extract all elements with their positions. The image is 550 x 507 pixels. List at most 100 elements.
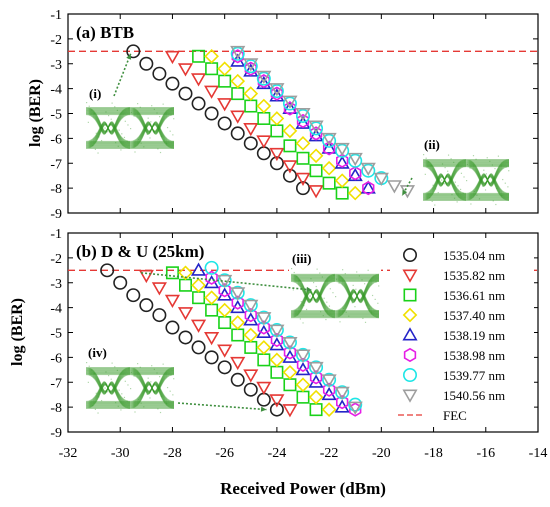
eye-trace [290,277,380,315]
legend-label: 1537.40 nm [443,308,505,323]
eye-trace [290,280,380,312]
eye-trace [85,111,175,145]
data-point-1535-04-nm [191,340,206,355]
eye-noise [447,154,450,156]
eye-trace [85,369,175,407]
data-point-1539-77-nm [309,121,324,136]
eye-trace [85,113,175,143]
eye-trace [85,370,175,406]
eye-trace [85,111,175,145]
eye-noise [472,155,475,157]
eye-noise [438,175,440,178]
eye-noise [95,392,97,394]
legend-label-fec: FEC [443,408,467,423]
data-point-1540-56-nm [308,361,324,376]
eye-noise [312,299,314,301]
data-point-1535-82-nm [256,135,272,149]
eye-noise [329,288,331,290]
eye-noise [444,167,446,169]
eye-noise [368,308,370,310]
data-point-1535-04-nm [217,116,232,131]
eye-trace [290,277,380,315]
eye-noise [166,403,168,405]
eye-noise [117,405,119,407]
eye-trace [85,370,175,406]
eye-noise [173,118,175,120]
data-point-1540-56-nm [282,95,298,109]
x-tick-label: -22 [320,446,339,461]
eye-noise [338,282,340,284]
eye-noise [378,285,380,287]
data-point-1537-40-nm [230,315,246,330]
eye-noise [92,145,94,147]
eye-noise [173,378,175,380]
eye-trace [422,166,510,194]
eye-noise [485,173,487,175]
data-point-1537-40-nm [308,389,324,405]
eye-noise [162,363,164,365]
eye-noise [450,158,452,160]
eye-trace [85,110,175,146]
y-tick-label: -8 [50,401,62,416]
data-point-1540-56-nm [360,162,376,177]
data-point-1537-40-nm [321,402,337,417]
eye-trace [85,373,175,403]
eye-noise [484,189,487,191]
eye-trace [290,277,380,315]
eye-noise [309,295,311,297]
data-point-1540-56-nm [282,336,298,351]
eye-noise [429,197,431,199]
eye-noise [130,371,133,374]
pointer-arrow [113,53,132,97]
data-point-1540-56-nm [386,180,402,194]
eye-noise [123,396,126,399]
eye-noise [111,362,113,364]
data-point-1540-56-nm [334,386,350,401]
eye-trace [290,275,380,317]
eye-noise [443,183,445,185]
eye-diagram-inset-i [84,100,176,156]
eye-noise [356,271,358,273]
eye-noise [159,151,162,154]
eye-trace [290,279,380,313]
eye-noise [342,269,344,271]
data-point-1537-40-nm [217,61,232,77]
eye-noise [371,312,373,314]
legend-marker [403,288,417,302]
eye-noise [345,311,347,313]
eye-noise [332,292,334,294]
legend-label: 1539.77 nm [443,368,505,383]
eye-noise [118,129,120,131]
eye-trace [85,110,175,146]
x-tick-label: -14 [529,446,548,461]
eye-trace [290,279,380,313]
data-point-1535-82-nm [190,319,207,333]
data-point-1535-04-nm [165,76,180,91]
legend-marker [402,367,417,382]
data-point-1539-77-nm [269,84,284,99]
data-point-1537-40-nm [243,86,259,101]
eye-noise [297,314,299,316]
data-point-1535-82-nm [308,185,324,199]
eye-trace [85,367,175,409]
y-tick-label: -4 [50,302,62,317]
panel-b: -1 -2 -3 -4 -5 -6 -7 -8 -9 -32 -30 -28 -26 -24 -22 -20… [9,14,547,461]
eye-noise [374,298,376,300]
eye-noise [147,117,149,119]
eye-noise [476,194,478,196]
eye-trace [85,371,175,405]
eye-noise [354,306,356,308]
eye-noise [299,318,301,320]
eye-noise [306,291,309,293]
eye-noise [305,308,308,311]
x-tick-label: -18 [424,446,443,461]
data-point-1540-56-nm [308,120,324,134]
y-tick-label: -4 [50,83,62,98]
data-point-1537-40-nm [243,327,259,343]
data-point-1538-98-nm [205,270,218,285]
data-point-1537-40-nm [204,48,219,64]
eye-noise [375,281,377,283]
eye-trace [290,276,380,316]
eye-trace [422,162,510,198]
